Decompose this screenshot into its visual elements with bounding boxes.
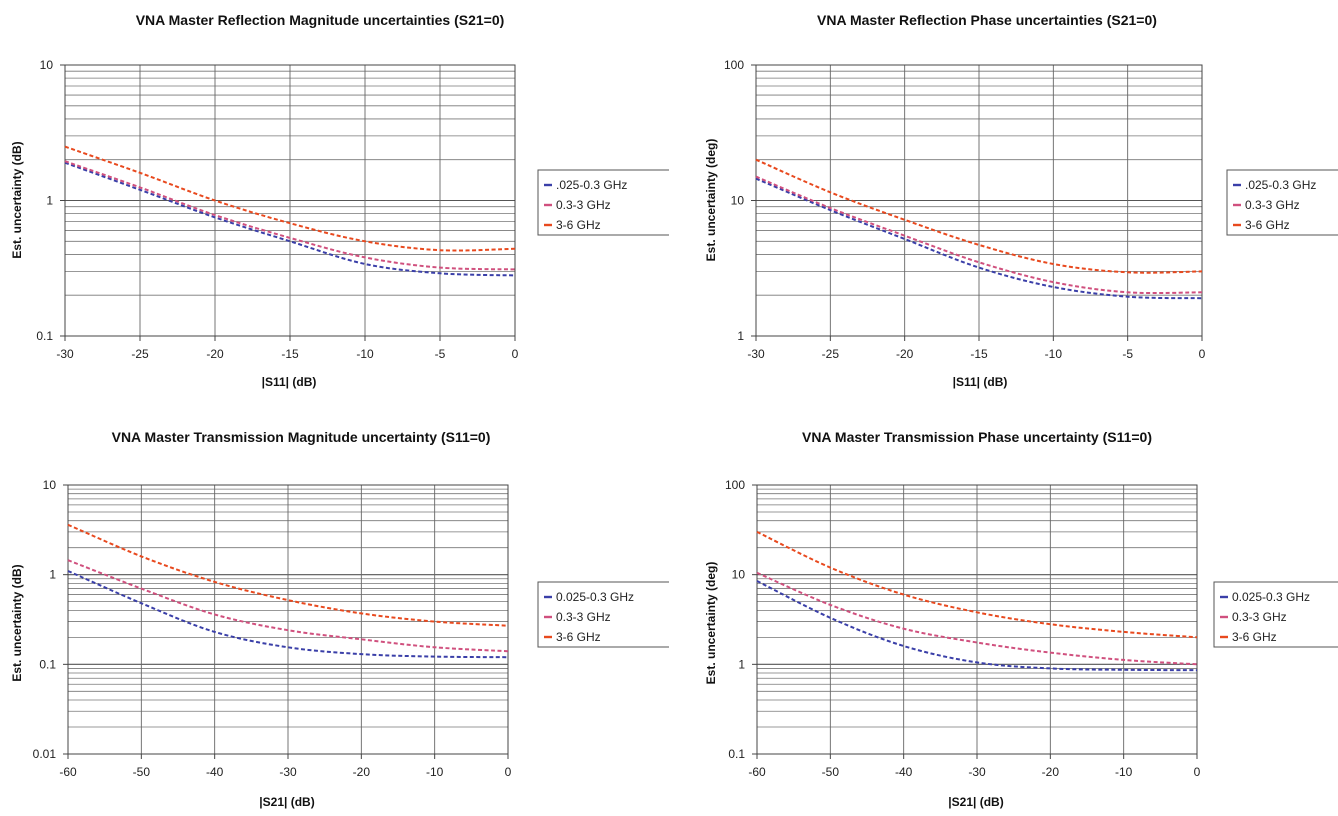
y-tick-label: 1 xyxy=(738,657,745,671)
x-tick-label: -10 xyxy=(1045,347,1063,361)
x-tick-label: -30 xyxy=(747,347,765,361)
series-line xyxy=(755,177,1203,300)
chart-svg: VNA Master Transmission Magnitude uncert… xyxy=(10,429,701,809)
y-tick-label: 1 xyxy=(49,568,56,582)
x-tick-label: -30 xyxy=(279,765,297,779)
series-line xyxy=(64,145,516,252)
x-tick-label: -5 xyxy=(1122,347,1133,361)
x-tick-label: -5 xyxy=(435,347,446,361)
chart-title: VNA Master Reflection Phase uncertaintie… xyxy=(817,12,1157,28)
series-line xyxy=(64,160,516,271)
y-tick-label: 0.01 xyxy=(33,747,57,761)
x-tick-label: -50 xyxy=(133,765,151,779)
legend-label: 0.3-3 GHz xyxy=(1232,610,1287,624)
x-axis-label: |S11| (dB) xyxy=(262,375,317,389)
plot-area: 0.1 1 10 100 -60 -50 -40 -30 -20 -10 0 0.025-0.3 GH… xyxy=(725,478,1338,779)
series-line xyxy=(755,158,1203,274)
x-tick-label: -10 xyxy=(1115,765,1133,779)
x-tick-label: -20 xyxy=(1042,765,1060,779)
chart-svg: VNA Master Transmission Phase uncertaint… xyxy=(704,429,1338,809)
legend-box xyxy=(1226,169,1338,236)
legend-label: .025-0.3 GHz xyxy=(556,178,627,192)
legend-label: 3-6 GHz xyxy=(1245,218,1290,232)
chart-title: VNA Master Transmission Magnitude uncert… xyxy=(112,429,491,445)
chart-reflection-magnitude: VNA Master Reflection Magnitude uncertai… xyxy=(0,0,689,405)
y-tick-label: 0.1 xyxy=(39,657,56,671)
y-tick-label: 1 xyxy=(737,329,744,343)
y-tick-label: 1 xyxy=(46,194,53,208)
legend-label: 3-6 GHz xyxy=(556,218,601,232)
legend-label: 0.3-3 GHz xyxy=(556,198,611,212)
series-line xyxy=(756,571,1198,666)
x-tick-label: -20 xyxy=(896,347,914,361)
y-tick-label: 0.1 xyxy=(36,329,53,343)
x-tick-label: -60 xyxy=(748,765,766,779)
chart-reflection-phase: VNA Master Reflection Phase uncertaintie… xyxy=(669,0,1338,405)
x-axis-label: |S21| (dB) xyxy=(948,795,1003,809)
legend-label: 0.3-3 GHz xyxy=(556,610,611,624)
chart-transmission-phase: VNA Master Transmission Phase uncertaint… xyxy=(669,405,1338,811)
plot-area: 0.01 0.1 1 10 -60 -50 -40 -30 -20 -10 0 0.025-0.3 G… xyxy=(33,478,701,779)
legend-label: 0.025-0.3 GHz xyxy=(556,590,634,604)
x-tick-label: -15 xyxy=(970,347,988,361)
series-line xyxy=(67,559,509,653)
legend-label: .025-0.3 GHz xyxy=(1245,178,1316,192)
series-line xyxy=(67,570,509,659)
y-axis-label: Est. uncertainty (dB) xyxy=(10,564,24,681)
legend-box xyxy=(537,169,689,236)
x-tick-label: 0 xyxy=(1194,765,1201,779)
plot-area: 1 10 100 -30 -25 -20 -15 -10 -5 0 .025-0.3 GHz 0.3-… xyxy=(724,58,1338,361)
series-line xyxy=(64,161,516,277)
series-line xyxy=(755,175,1203,295)
x-tick-label: 0 xyxy=(1199,347,1206,361)
x-tick-label: -40 xyxy=(895,765,913,779)
x-tick-label: -30 xyxy=(968,765,986,779)
x-tick-label: -25 xyxy=(822,347,840,361)
y-tick-label: 10 xyxy=(43,478,57,492)
x-tick-label: 0 xyxy=(505,765,512,779)
legend-box xyxy=(1213,581,1338,648)
x-tick-label: -20 xyxy=(353,765,371,779)
x-tick-label: -40 xyxy=(206,765,224,779)
x-tick-label: 0 xyxy=(512,347,519,361)
x-tick-label: -10 xyxy=(426,765,444,779)
series-line xyxy=(756,530,1198,639)
y-tick-label: 10 xyxy=(731,194,745,208)
x-axis-label: |S11| (dB) xyxy=(953,375,1008,389)
x-axis-label: |S21| (dB) xyxy=(259,795,314,809)
chart-title: VNA Master Reflection Magnitude uncertai… xyxy=(136,12,505,28)
x-tick-label: -15 xyxy=(281,347,299,361)
y-tick-label: 100 xyxy=(724,58,744,72)
chart-transmission-magnitude: VNA Master Transmission Magnitude uncert… xyxy=(0,405,701,811)
y-tick-label: 100 xyxy=(725,478,745,492)
x-tick-label: -10 xyxy=(356,347,374,361)
series-line xyxy=(756,580,1198,672)
legend-label: 0.3-3 GHz xyxy=(1245,198,1300,212)
chart-title: VNA Master Transmission Phase uncertaint… xyxy=(802,429,1152,445)
x-tick-label: -30 xyxy=(56,347,74,361)
x-tick-label: -25 xyxy=(131,347,149,361)
y-axis-label: Est. uncertainty (deg) xyxy=(704,139,718,262)
plot-area: 0.1 1 10 -30 -25 -20 -15 -10 -5 0 .025-0.3 GHz 0.3-… xyxy=(36,58,689,361)
x-tick-label: -60 xyxy=(59,765,77,779)
y-tick-label: 0.1 xyxy=(728,747,745,761)
chart-svg: VNA Master Reflection Magnitude uncertai… xyxy=(10,12,689,389)
y-axis-label: Est. uncertainty (deg) xyxy=(704,562,718,685)
series-line xyxy=(67,523,509,627)
y-axis-label: Est. uncertainty (dB) xyxy=(10,141,24,258)
y-tick-label: 10 xyxy=(732,568,746,582)
x-tick-label: -20 xyxy=(206,347,224,361)
legend-label: 3-6 GHz xyxy=(556,630,601,644)
legend-label: 3-6 GHz xyxy=(1232,630,1277,644)
y-tick-label: 10 xyxy=(40,58,54,72)
legend-label: 0.025-0.3 GHz xyxy=(1232,590,1310,604)
x-tick-label: -50 xyxy=(822,765,840,779)
chart-svg: VNA Master Reflection Phase uncertaintie… xyxy=(704,12,1338,389)
